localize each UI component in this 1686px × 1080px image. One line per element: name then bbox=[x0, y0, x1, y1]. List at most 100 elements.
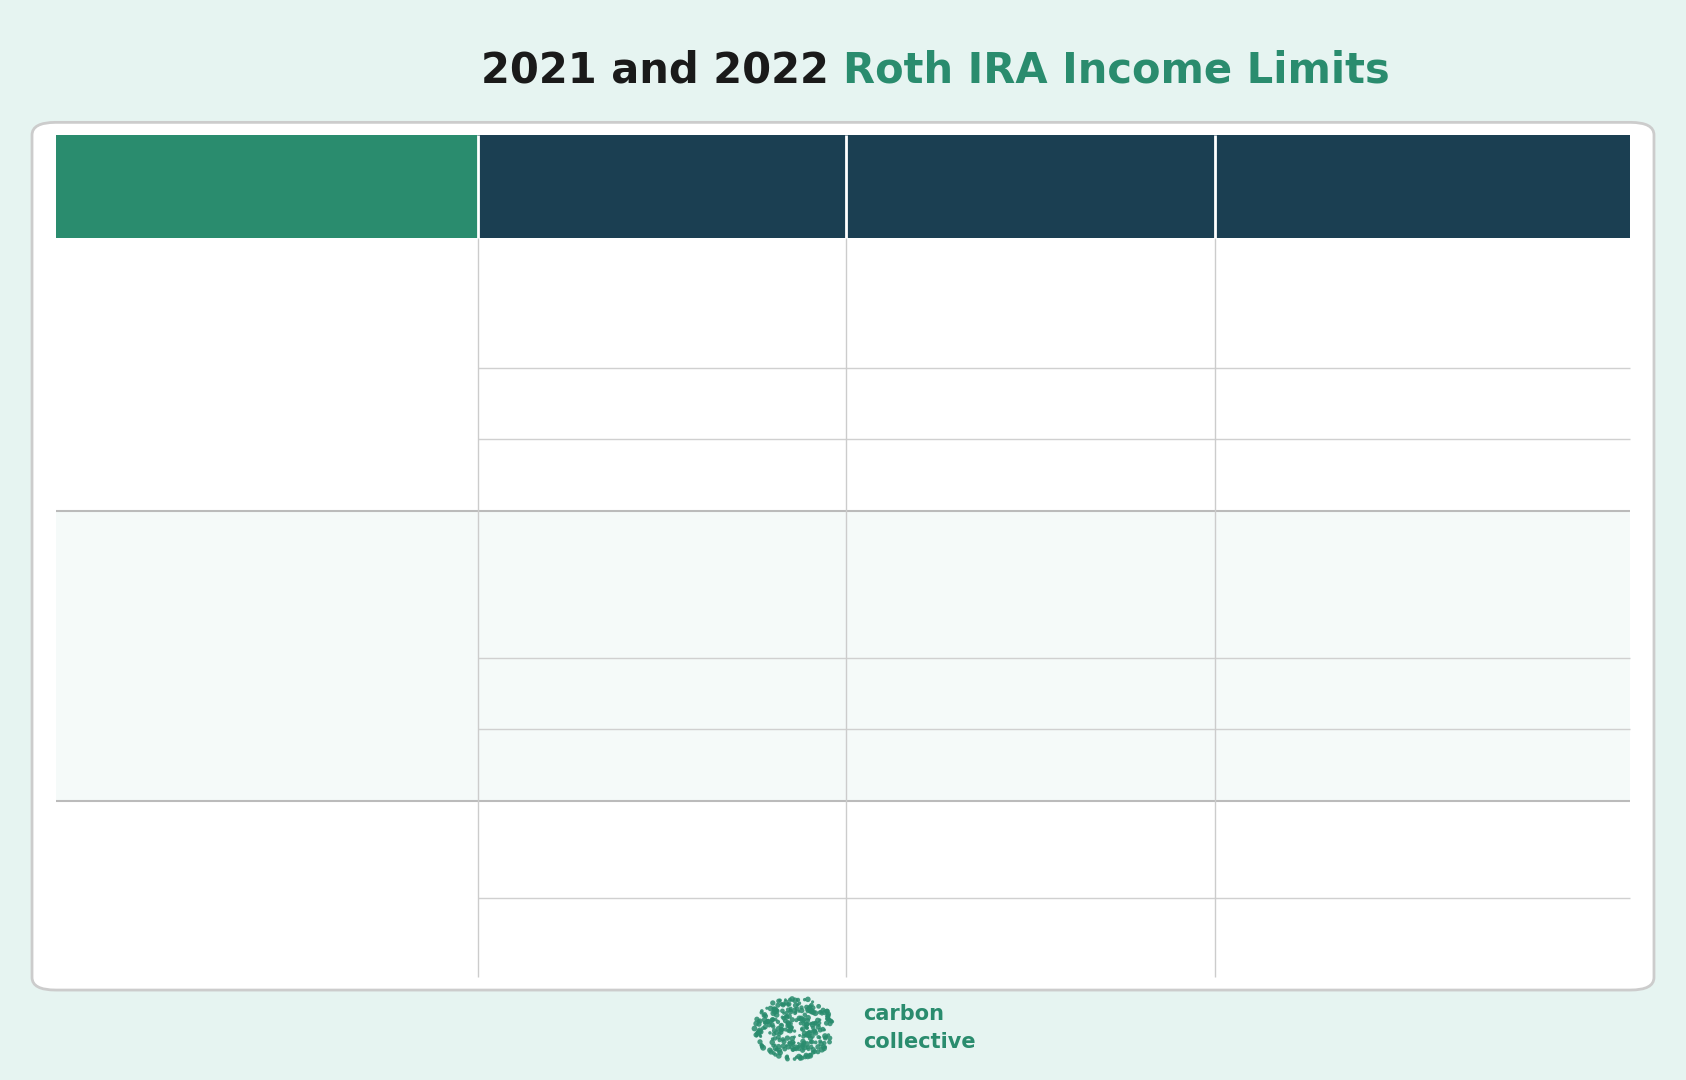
Point bbox=[809, 1005, 836, 1023]
Point bbox=[764, 1013, 791, 1030]
Point bbox=[767, 1017, 794, 1035]
Point bbox=[794, 1001, 821, 1018]
Point bbox=[767, 996, 794, 1013]
Point bbox=[809, 1038, 836, 1055]
Point bbox=[779, 1034, 806, 1051]
FancyBboxPatch shape bbox=[32, 122, 1654, 990]
Point bbox=[749, 1037, 776, 1054]
Point bbox=[806, 1011, 833, 1028]
Point bbox=[797, 1038, 824, 1055]
Point bbox=[813, 1014, 840, 1031]
Text: $144,000 or more: $144,000 or more bbox=[872, 756, 1034, 774]
Point bbox=[769, 997, 796, 1014]
Point bbox=[801, 1023, 828, 1040]
Point bbox=[789, 1021, 816, 1038]
Point bbox=[777, 1022, 804, 1039]
Point bbox=[759, 1030, 786, 1048]
Point bbox=[781, 1028, 808, 1045]
Point bbox=[742, 1026, 769, 1043]
Point bbox=[769, 1030, 796, 1048]
Point bbox=[774, 1022, 801, 1039]
Point bbox=[777, 991, 804, 1009]
Point bbox=[786, 1027, 813, 1044]
Point bbox=[752, 1011, 779, 1028]
Point bbox=[760, 1018, 787, 1036]
Point bbox=[794, 1009, 821, 1026]
Point bbox=[771, 1004, 797, 1022]
Point bbox=[789, 1050, 816, 1067]
Point bbox=[811, 1027, 838, 1044]
Point bbox=[762, 1047, 789, 1064]
Point bbox=[786, 1003, 813, 1021]
Text: Roth IRA Income Limits: Roth IRA Income Limits bbox=[843, 50, 1389, 91]
Point bbox=[787, 1015, 814, 1032]
Point bbox=[747, 1027, 774, 1044]
Point bbox=[796, 1000, 823, 1017]
Text: $129,000 to $144,000: $129,000 to $144,000 bbox=[872, 684, 1042, 703]
Point bbox=[774, 996, 801, 1013]
Point bbox=[797, 1034, 824, 1051]
Text: 2021 and 2022 Roth IRA Income Limits: 2021 and 2022 Roth IRA Income Limits bbox=[388, 50, 1298, 91]
Point bbox=[776, 1018, 803, 1036]
Text: Not eligible: Not eligible bbox=[1239, 467, 1342, 484]
Point bbox=[799, 1018, 826, 1036]
Point bbox=[767, 1016, 794, 1034]
Point bbox=[779, 1041, 806, 1058]
Point bbox=[774, 1017, 801, 1035]
Point bbox=[777, 1003, 804, 1021]
Point bbox=[781, 1051, 808, 1068]
Point bbox=[759, 1011, 786, 1028]
Point bbox=[747, 1012, 774, 1029]
Point bbox=[779, 1011, 806, 1028]
Point bbox=[789, 1041, 816, 1058]
Point bbox=[752, 1005, 779, 1023]
Point bbox=[777, 1000, 804, 1017]
Text: collective: collective bbox=[863, 1032, 976, 1052]
Point bbox=[744, 1015, 771, 1032]
Point bbox=[792, 1020, 819, 1037]
Point bbox=[767, 1021, 794, 1038]
Point bbox=[755, 1013, 782, 1030]
Point bbox=[796, 999, 823, 1016]
Point bbox=[784, 991, 811, 1009]
Point bbox=[814, 1002, 841, 1020]
Point bbox=[809, 1021, 836, 1038]
Text: Less than $204,000: Less than $204,000 bbox=[872, 294, 1049, 312]
Point bbox=[750, 1020, 777, 1037]
Point bbox=[762, 1001, 789, 1018]
Point bbox=[789, 1012, 816, 1029]
Point bbox=[782, 1040, 809, 1057]
Point bbox=[799, 999, 826, 1016]
Point bbox=[818, 1013, 845, 1030]
Point bbox=[814, 1010, 841, 1027]
Point bbox=[811, 1029, 838, 1047]
Text: Less than $10,000: Less than $10,000 bbox=[502, 840, 668, 859]
Point bbox=[782, 997, 809, 1014]
Point bbox=[759, 1034, 786, 1051]
Point bbox=[799, 1027, 826, 1044]
Point bbox=[791, 1015, 818, 1032]
Text: Contribution Limit: Contribution Limit bbox=[1315, 176, 1529, 197]
Point bbox=[749, 1038, 776, 1055]
Point bbox=[771, 1040, 797, 1057]
Text: 2021 Modified AGI: 2021 Modified AGI bbox=[555, 176, 771, 197]
Point bbox=[779, 1030, 806, 1048]
Point bbox=[769, 1002, 796, 1020]
Point bbox=[804, 1018, 831, 1036]
Point bbox=[757, 1024, 784, 1041]
Point bbox=[786, 1011, 813, 1028]
Point bbox=[803, 1015, 830, 1032]
Text: $6,000 ($7,000 if you're
age 50 or older): $6,000 ($7,000 if you're age 50 or older… bbox=[1239, 280, 1433, 326]
Point bbox=[777, 1022, 804, 1039]
Point bbox=[776, 1015, 803, 1032]
Text: Reduced: Reduced bbox=[1239, 840, 1318, 859]
Point bbox=[796, 1027, 823, 1044]
Point bbox=[765, 993, 792, 1010]
Point bbox=[796, 1003, 823, 1021]
Point bbox=[794, 1039, 821, 1056]
Point bbox=[767, 1042, 794, 1059]
Point bbox=[784, 1000, 811, 1017]
Point bbox=[792, 1047, 819, 1064]
Point bbox=[804, 1028, 831, 1045]
Point bbox=[754, 1000, 781, 1017]
